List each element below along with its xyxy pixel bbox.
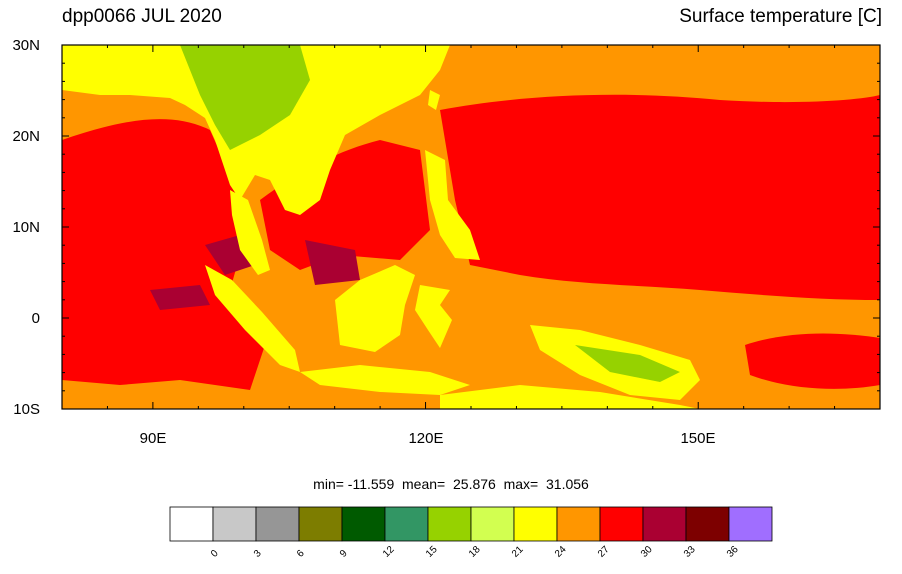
field-statistics: min= -11.559 mean= 25.876 max= 31.056 bbox=[313, 476, 589, 492]
lat-label-10s: 10S bbox=[13, 401, 40, 418]
warm-region-pacific bbox=[440, 94, 880, 300]
lat-label-30n: 30N bbox=[12, 37, 40, 54]
land-java bbox=[300, 365, 470, 395]
colorbar-swatch bbox=[470, 506, 515, 542]
lat-label-0: 0 bbox=[31, 310, 40, 327]
land-sumatra bbox=[205, 265, 300, 372]
colorbar-swatch bbox=[685, 506, 730, 542]
warm-region-indian bbox=[62, 119, 270, 390]
lat-label-20n: 20N bbox=[12, 128, 40, 145]
lon-label-120e: 120E bbox=[408, 430, 444, 447]
land-highlands bbox=[180, 45, 310, 150]
lon-label-90e: 90E bbox=[139, 430, 167, 447]
colorbar-swatch bbox=[169, 506, 214, 542]
colorbar-swatch bbox=[384, 506, 429, 542]
colorbar-swatch bbox=[341, 506, 386, 542]
colorbar-swatch bbox=[427, 506, 472, 542]
map-title-right: Surface temperature [C] bbox=[679, 6, 882, 27]
map-field bbox=[62, 45, 880, 409]
colorbar-swatch bbox=[556, 506, 601, 542]
hot-patch-3 bbox=[150, 285, 210, 310]
land-new-guinea-highlands bbox=[575, 345, 680, 382]
hot-patch-2 bbox=[305, 240, 360, 285]
tick-marks bbox=[61, 44, 881, 410]
land-sulawesi bbox=[415, 285, 452, 348]
colorbar-swatch bbox=[728, 506, 773, 542]
colorbar-swatch bbox=[298, 506, 343, 542]
land-philippines bbox=[425, 150, 480, 260]
lat-label-10n: 10N bbox=[12, 219, 40, 236]
land-australia bbox=[440, 385, 700, 409]
land-peninsula bbox=[230, 190, 270, 275]
colorbar-swatch bbox=[212, 506, 257, 542]
lon-label-150e: 150E bbox=[680, 430, 716, 447]
land-borneo bbox=[335, 265, 415, 352]
colorbar-swatch bbox=[599, 506, 644, 542]
warm-region-south bbox=[745, 333, 880, 389]
colorbar bbox=[169, 506, 773, 542]
colorbar-swatch bbox=[513, 506, 558, 542]
land-taiwan bbox=[428, 90, 440, 110]
colorbar-swatch bbox=[255, 506, 300, 542]
map-title-left: dpp0066 JUL 2020 bbox=[62, 6, 222, 27]
colorbar-swatch bbox=[642, 506, 687, 542]
